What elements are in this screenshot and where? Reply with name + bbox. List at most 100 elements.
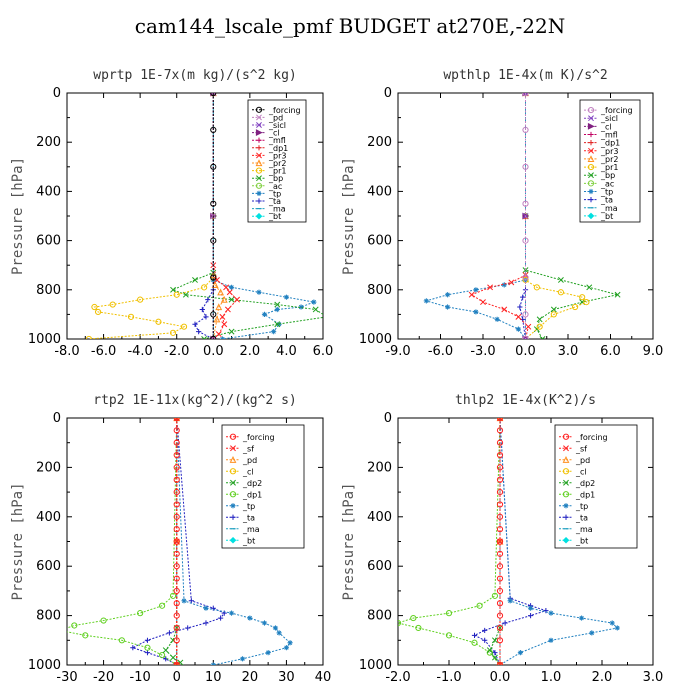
x-tick-label: 20 [242,670,259,685]
data-point [173,489,180,496]
x-tick-label: 0 [173,670,181,685]
legend-marker [256,137,262,143]
y-tick-label: 1000 [28,332,61,347]
data-point [199,306,205,313]
x-tick-label: 2.0 [240,344,261,359]
data-point [71,622,78,629]
data-point [522,200,529,207]
data-point [173,637,180,644]
data-point [311,299,317,305]
y-tick-label: 800 [367,283,392,298]
y-tick-label: 200 [36,135,61,150]
data-point [218,615,224,621]
data-point [91,303,98,311]
data-point [507,598,513,604]
legend-entry: _cl [600,122,612,131]
legend-marker [588,188,594,195]
legend-marker [563,445,569,452]
legend-marker [230,514,236,520]
data-point [614,625,620,631]
x-tick-label: -20 [93,670,114,685]
data-point [173,418,180,422]
data-point [398,619,402,627]
data-point [482,627,488,634]
data-point [271,329,277,335]
data-point [501,282,507,288]
legend-entry: _ma [268,205,286,214]
legend: _forcing_pd_sicl_cl_mfl_dp1_pr3_pr2_pr1_… [247,99,307,223]
data-point [169,592,177,599]
data-point [173,600,180,607]
data-point [192,321,198,327]
legend-marker [229,536,237,544]
data-point [579,615,585,621]
x-tick-label: 0.0 [515,344,536,359]
legend-entry: _forcing [575,433,608,442]
legend-marker [255,159,263,167]
legend-entry: _cl [575,467,587,476]
data-point [525,323,532,330]
data-point [522,237,529,244]
data-point [276,321,282,327]
legend-marker [256,198,262,204]
y-axis-label: Pressure [hPa] [10,157,26,275]
x-tick-label: -4.0 [127,344,152,359]
data-point [130,645,136,651]
data-point [127,313,135,320]
data-point [515,313,522,320]
data-point [473,309,479,315]
legend-entry: _ma [600,204,618,213]
data-point [217,288,225,296]
data-point [169,329,177,336]
data-point [539,336,546,339]
legend: _forcing_sicl_cl_mfl_dp1_pr3_pr2_pr1_bp_… [579,99,641,223]
data-point [492,650,498,656]
legend-box [221,424,305,549]
data-point [491,592,498,599]
legend-marker [587,155,595,163]
x-tick-label: -6.0 [428,344,453,359]
legend-entry: _sicl [600,114,618,123]
data-point [496,550,504,557]
data-point [614,291,621,298]
data-point [100,617,107,624]
data-point [496,418,504,422]
data-point [522,335,529,339]
legend-entry: _tp [268,189,281,198]
series-line [525,93,618,339]
legend-entry: _pr3 [600,147,618,156]
data-point [496,451,504,459]
data-point [173,661,180,665]
data-point [550,306,557,313]
data-point [170,286,177,293]
legend-marker [587,106,595,114]
data-point [173,451,180,459]
data-point [502,620,508,626]
legend-marker [255,212,263,220]
legend-marker [230,479,236,486]
chart-panel-1: wprtp 1E-7x(m kg)/(s^2 kg) Pressure [hPa]… [10,68,333,359]
y-tick-label: 600 [36,234,61,249]
series-line [67,418,178,665]
data-point [196,329,202,335]
data-point [213,315,221,323]
data-point [203,620,209,626]
legend-entry: _sf [242,444,254,453]
data-point [496,563,504,570]
x-tick-label: -2.0 [385,670,410,685]
data-point [496,489,504,496]
series-line [525,93,588,339]
data-point [261,311,268,317]
legend-marker [587,212,595,220]
y-tick-label: 200 [36,460,61,475]
data-point [548,637,554,643]
legend-entry: _ta [268,197,281,206]
data-point [223,284,230,291]
legend-entry: _ma [242,525,260,534]
legend-entry: _ac [268,182,282,191]
data-point [224,306,231,313]
legend-marker [229,433,237,440]
data-point [144,650,151,656]
x-tick-label: 3.0 [558,344,579,359]
data-point [579,294,586,301]
